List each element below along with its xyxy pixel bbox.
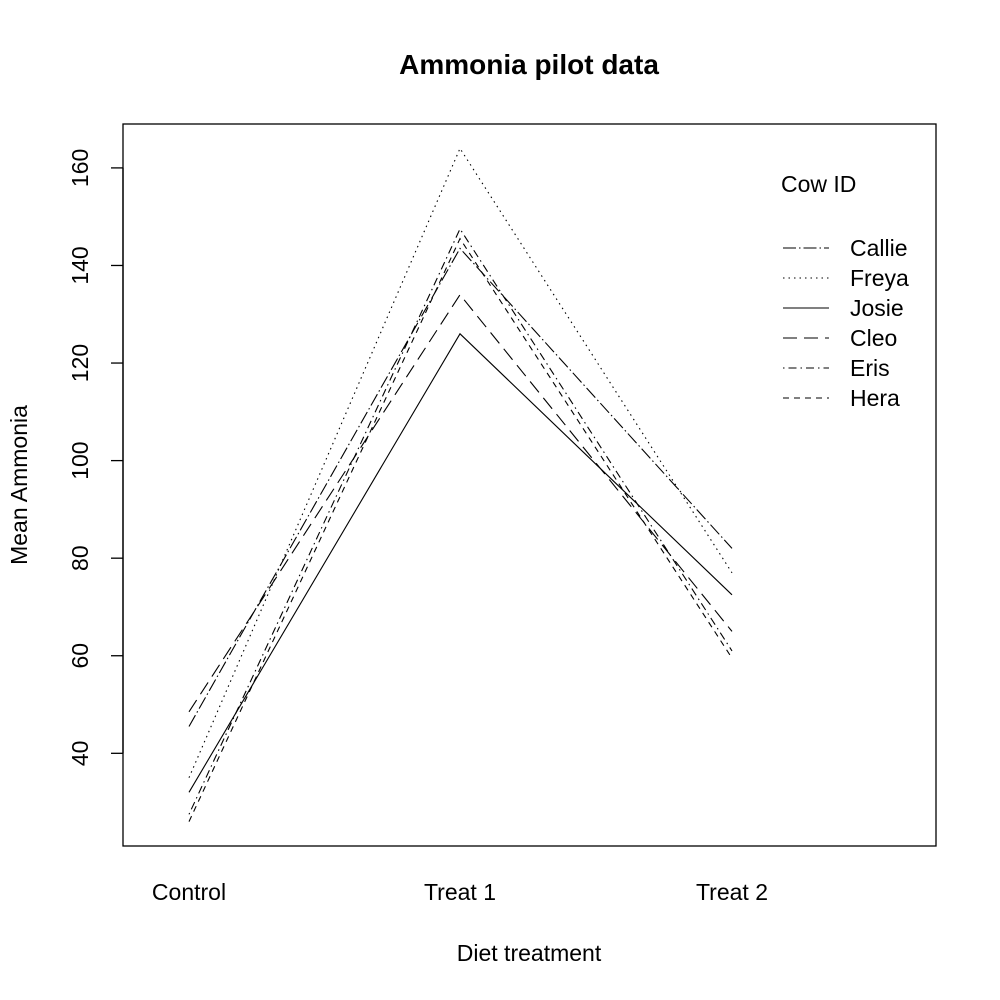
x-axis: Control Treat 1 Treat 2 bbox=[152, 879, 768, 905]
legend: Cow ID Callie Freya Josie Cleo Eris Hera bbox=[781, 171, 909, 411]
x-tick-label-control: Control bbox=[152, 879, 226, 905]
series-line-cleo bbox=[188, 293, 733, 713]
series-line-eris bbox=[188, 227, 733, 815]
y-tick-label-60: 60 bbox=[67, 643, 93, 669]
y-tick-label-40: 40 bbox=[67, 741, 93, 767]
series-line-freya bbox=[188, 147, 733, 778]
legend-label-hera: Hera bbox=[850, 385, 900, 411]
y-tick-label-80: 80 bbox=[67, 545, 93, 571]
y-tick-label-140: 140 bbox=[67, 246, 93, 284]
series-line-hera bbox=[188, 237, 733, 822]
x-tick-label-treat-1: Treat 1 bbox=[424, 879, 496, 905]
y-tick-label-120: 120 bbox=[67, 344, 93, 382]
plot-frame bbox=[122, 123, 937, 847]
series-line-callie bbox=[188, 247, 733, 727]
x-tick-label-treat-2: Treat 2 bbox=[696, 879, 768, 905]
legend-title: Cow ID bbox=[781, 171, 856, 197]
x-axis-label: Diet treatment bbox=[457, 940, 602, 966]
legend-label-josie: Josie bbox=[850, 295, 904, 321]
y-axis-label: Mean Ammonia bbox=[6, 405, 32, 565]
legend-label-cleo: Cleo bbox=[850, 325, 897, 351]
series-lines bbox=[188, 147, 733, 822]
legend-label-freya: Freya bbox=[850, 265, 909, 291]
y-tick-label-100: 100 bbox=[67, 441, 93, 479]
legend-label-callie: Callie bbox=[850, 235, 908, 261]
y-axis: 40 60 80 100 120 140 160 bbox=[67, 149, 124, 767]
legend-label-eris: Eris bbox=[850, 355, 890, 381]
chart-title: Ammonia pilot data bbox=[399, 49, 659, 80]
y-tick-label-160: 160 bbox=[67, 149, 93, 187]
series-line-josie bbox=[188, 332, 733, 793]
